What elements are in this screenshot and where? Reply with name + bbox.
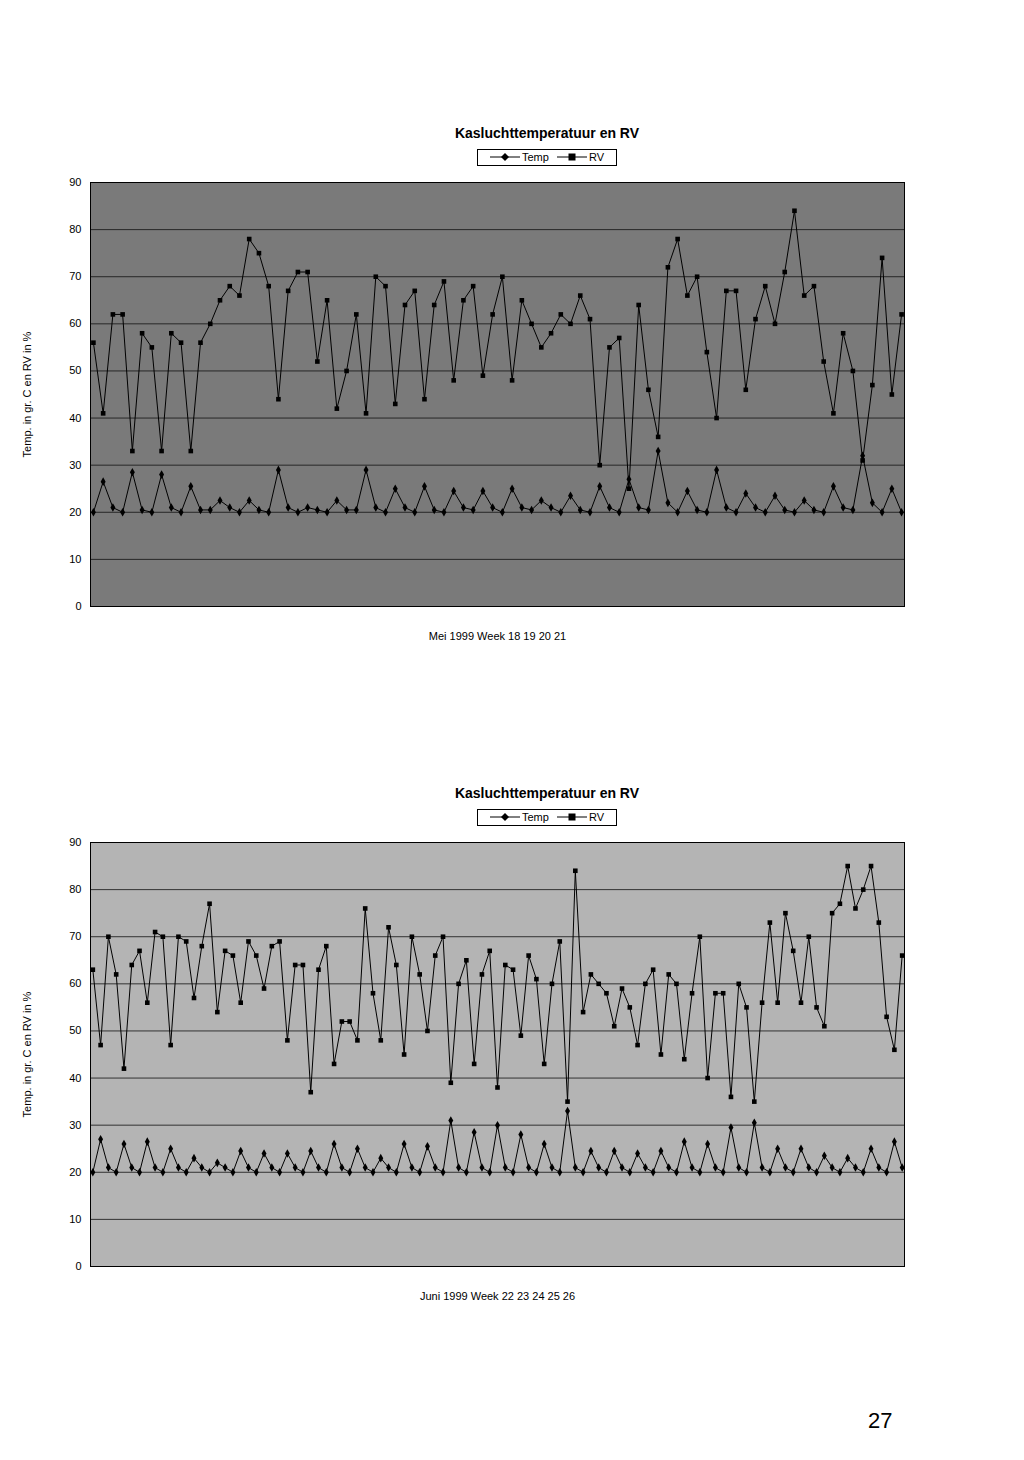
- svg-text:10: 10: [69, 1213, 81, 1225]
- svg-text:50: 50: [69, 1024, 81, 1036]
- html-text:RV: RV: [588, 151, 604, 163]
- html-text:Temp: Temp: [522, 151, 549, 163]
- svg-text:80: 80: [69, 223, 81, 235]
- svg-text:70: 70: [69, 270, 81, 282]
- html-text:27: 27: [868, 1408, 893, 1433]
- html-text:RV: RV: [588, 811, 604, 823]
- svg-text:40: 40: [69, 1072, 81, 1084]
- svg-text:Temp. in gr. C en RV in %: Temp. in gr. C en RV in %: [21, 991, 33, 1117]
- svg-text:Mei 1999 Week 18 19 20 21: Mei 1999 Week 18 19 20 21: [429, 630, 566, 642]
- svg-text:40: 40: [69, 412, 81, 424]
- svg-text:0: 0: [75, 1260, 81, 1272]
- html-text:Temp: Temp: [522, 811, 549, 823]
- svg-text:30: 30: [69, 459, 81, 471]
- html-text:Kasluchttemperatuur en RV: Kasluchttemperatuur en RV: [454, 785, 640, 801]
- svg-text:30: 30: [69, 1119, 81, 1131]
- svg-text:60: 60: [69, 977, 81, 989]
- svg-text:60: 60: [69, 317, 81, 329]
- svg-text:20: 20: [69, 506, 81, 518]
- svg-text:Temp. in gr. C en RV in %: Temp. in gr. C en RV in %: [21, 331, 33, 457]
- svg-text:90: 90: [69, 176, 81, 188]
- html-text:Kasluchttemperatuur en RV: Kasluchttemperatuur en RV: [454, 125, 640, 141]
- svg-text:50: 50: [69, 364, 81, 376]
- svg-text:Juni 1999 Week 22 23 24 25 26: Juni 1999 Week 22 23 24 25 26: [420, 1290, 575, 1302]
- svg-text:70: 70: [69, 930, 81, 942]
- svg-text:10: 10: [69, 553, 81, 565]
- svg-text:0: 0: [75, 600, 81, 612]
- svg-text:90: 90: [69, 836, 81, 848]
- svg-text:20: 20: [69, 1166, 81, 1178]
- svg-text:80: 80: [69, 883, 81, 895]
